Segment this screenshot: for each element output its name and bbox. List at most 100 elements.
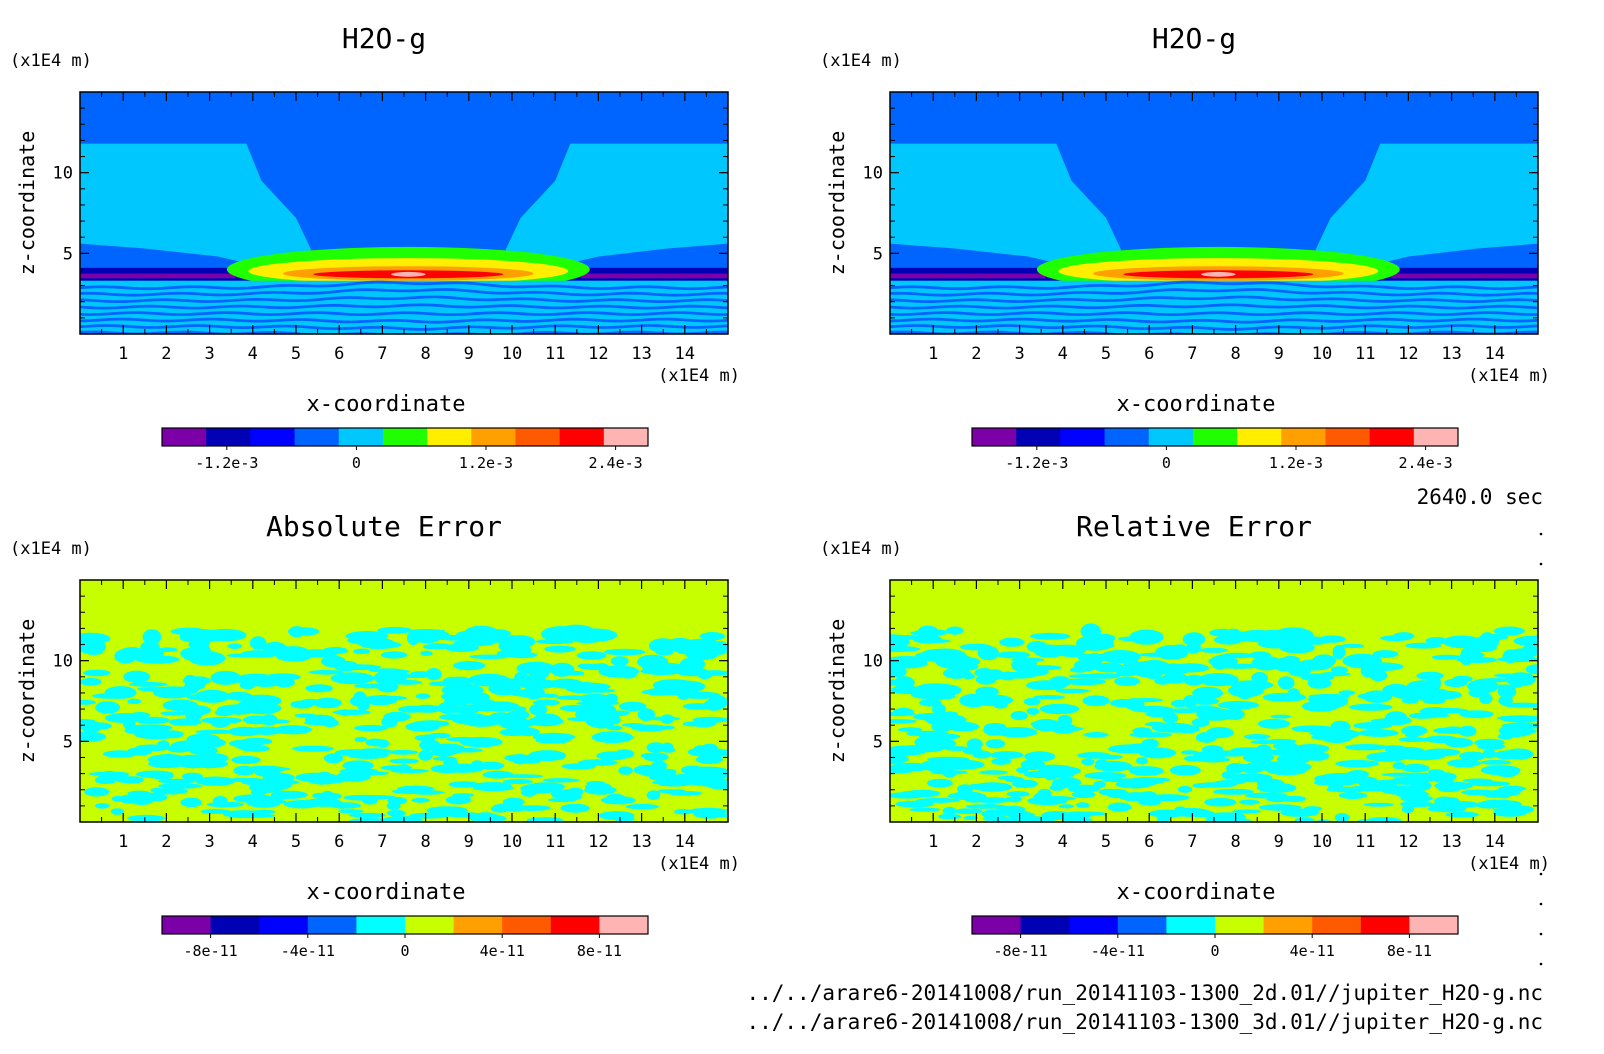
colorbar-swatch bbox=[550, 916, 600, 934]
noise-blob bbox=[308, 670, 344, 675]
noise-blob bbox=[1182, 697, 1213, 704]
colorbar-tick-label: 0 bbox=[1210, 942, 1219, 960]
noise-blob bbox=[235, 741, 252, 750]
noise-blob bbox=[1434, 781, 1473, 790]
noise-blob bbox=[1404, 750, 1446, 761]
noise-blob bbox=[1360, 663, 1380, 678]
noise-blob bbox=[1493, 626, 1525, 636]
heatmap-field bbox=[890, 92, 1538, 334]
noise-blob bbox=[1218, 700, 1259, 710]
noise-blob bbox=[261, 719, 291, 724]
noise-blob bbox=[1169, 765, 1201, 776]
noise-blob bbox=[1338, 792, 1368, 799]
x-tick-label: 10 bbox=[1312, 344, 1332, 364]
noise-blob bbox=[1461, 789, 1496, 796]
noise-blob bbox=[1442, 635, 1482, 649]
noise-blob bbox=[910, 630, 947, 637]
noise-blob bbox=[444, 807, 458, 815]
noise-blob bbox=[476, 812, 495, 817]
noise-blob bbox=[1095, 759, 1108, 767]
noise-blob bbox=[942, 667, 972, 679]
noise-blob bbox=[437, 701, 459, 714]
x-tick-label: 6 bbox=[1144, 832, 1154, 852]
field-region bbox=[890, 273, 1046, 279]
x-tick-label: 9 bbox=[464, 344, 474, 364]
noise-blob bbox=[1477, 743, 1506, 750]
colorbar-tick-label: 8e-11 bbox=[577, 942, 622, 960]
stripe-band bbox=[80, 280, 728, 291]
stripe-band bbox=[80, 295, 728, 303]
noise-blob bbox=[151, 787, 188, 795]
noise-blob bbox=[1423, 697, 1446, 705]
noise-blob bbox=[80, 731, 107, 743]
noise-blob bbox=[577, 663, 592, 669]
noise-blob bbox=[463, 625, 500, 641]
x-tick-label: 4 bbox=[248, 344, 258, 364]
noise-blob bbox=[1195, 732, 1217, 743]
noise-blob bbox=[195, 776, 236, 786]
noise-blob bbox=[361, 795, 378, 805]
noise-blob bbox=[1132, 664, 1162, 678]
noise-blob bbox=[890, 685, 923, 695]
x-tick-label: 14 bbox=[675, 832, 695, 852]
noise-blob bbox=[550, 789, 581, 800]
x-tick-label: 2 bbox=[161, 344, 171, 364]
noise-blob bbox=[1257, 638, 1292, 649]
noise-blob bbox=[1036, 764, 1071, 771]
noise-blob bbox=[490, 805, 510, 813]
colorbar-swatch bbox=[206, 428, 251, 446]
noise-blob bbox=[1384, 746, 1425, 754]
x-tick-label: 12 bbox=[1398, 344, 1418, 364]
noise-blob bbox=[1044, 770, 1058, 781]
x-tick-label: 14 bbox=[1485, 832, 1505, 852]
noise-blob bbox=[390, 768, 429, 774]
stripe-band bbox=[890, 303, 1538, 310]
x-tick-label: 2 bbox=[161, 832, 171, 852]
noise-blob bbox=[239, 681, 256, 690]
noise-blob bbox=[342, 760, 375, 771]
noise-blob bbox=[162, 699, 198, 712]
noise-blob bbox=[158, 778, 197, 784]
noise-blob bbox=[80, 677, 102, 686]
noise-blob bbox=[550, 662, 575, 677]
x-unit-label: (x1E4 m) bbox=[658, 366, 740, 386]
noise-blob bbox=[420, 650, 433, 656]
noise-blob bbox=[914, 683, 957, 696]
noise-blob bbox=[294, 713, 317, 718]
noise-blob bbox=[104, 713, 144, 723]
colorbar-swatch bbox=[559, 428, 605, 446]
noise-blob bbox=[542, 778, 580, 783]
noise-blob bbox=[649, 716, 680, 721]
noise-blob bbox=[643, 752, 669, 762]
noise-blob bbox=[560, 704, 597, 712]
noise-blob bbox=[1500, 715, 1538, 723]
noise-blob bbox=[1428, 769, 1444, 775]
noise-blob bbox=[975, 686, 999, 697]
noise-blob bbox=[183, 674, 197, 686]
noise-blob bbox=[153, 687, 193, 699]
colorbar-swatch bbox=[1312, 916, 1362, 934]
x-tick-label: 13 bbox=[1441, 344, 1461, 364]
colorbar-swatch bbox=[471, 428, 516, 446]
x-tick-label: 4 bbox=[248, 832, 258, 852]
noise-blob bbox=[377, 626, 413, 634]
noise-blob bbox=[1057, 714, 1073, 727]
noise-blob bbox=[148, 730, 166, 739]
noise-blob bbox=[1156, 815, 1171, 822]
noise-blob bbox=[1070, 666, 1089, 673]
noise-blob bbox=[1458, 725, 1477, 737]
noise-blob bbox=[1181, 750, 1199, 755]
noise-blob bbox=[468, 673, 510, 687]
noise-blob bbox=[313, 697, 342, 709]
noise-blob bbox=[1357, 692, 1391, 700]
noise-blob bbox=[382, 816, 423, 822]
noise-blob bbox=[578, 759, 618, 766]
noise-blob bbox=[701, 743, 718, 754]
noise-blob bbox=[646, 742, 666, 753]
colorbar-swatch bbox=[382, 428, 428, 446]
noise-blob bbox=[996, 651, 1031, 659]
noise-blob bbox=[1136, 757, 1148, 765]
noise-blob bbox=[890, 658, 928, 669]
noise-blob bbox=[521, 789, 537, 797]
noise-blob bbox=[233, 794, 275, 804]
